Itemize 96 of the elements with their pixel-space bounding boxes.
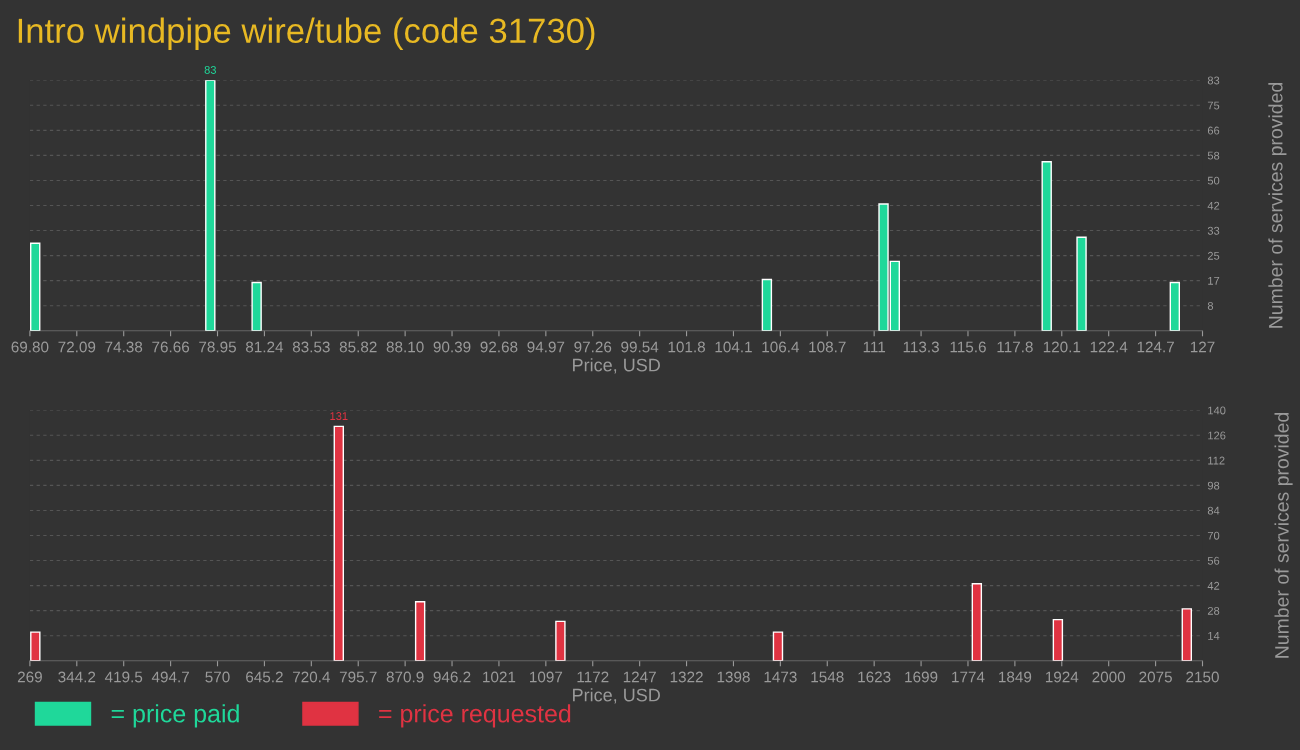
bar [761, 278, 773, 331]
y-tick-label: 25 [1207, 251, 1220, 260]
x-axis-title: Price, USD [573, 358, 660, 374]
x-tick-label: 344.2 [58, 671, 96, 683]
bar [205, 80, 216, 331]
x-tick-label: 81.24 [245, 341, 284, 353]
y-tick-label: 56 [1207, 556, 1220, 565]
x-tick-label: 94.97 [527, 341, 565, 353]
x-tick-label: 69.80 [11, 341, 49, 353]
x-tick-label: 1322 [670, 671, 703, 683]
data-label: 131 [330, 412, 348, 420]
y-tick-label: 28 [1207, 606, 1220, 615]
x-tick-label: 1247 [623, 671, 656, 683]
y-tick-label: 83 [1207, 76, 1220, 85]
y-tick-label: 98 [1207, 481, 1220, 490]
bar [1169, 281, 1181, 331]
bar [414, 601, 426, 661]
x-tick-label: 106.4 [762, 341, 800, 353]
y-axis-title: Number of services provided [1268, 83, 1287, 328]
x-tick-label: 97.26 [574, 341, 612, 353]
x-tick-label: 113.3 [903, 341, 939, 353]
x-tick-label: 1473 [764, 671, 797, 683]
x-tick-label: 76.66 [152, 341, 190, 353]
y-tick-label: 14 [1208, 632, 1220, 640]
y-tick-label: 50 [1207, 176, 1220, 185]
x-tick-label: 127 [1190, 341, 1215, 353]
legend-label: = price paid [111, 704, 239, 728]
bar [1076, 236, 1087, 331]
x-tick-label: 83.53 [292, 341, 330, 353]
x-tick-label: 99.54 [621, 341, 659, 353]
x-tick-label: 1097 [530, 671, 563, 683]
x-tick-label: 124.7 [1137, 341, 1174, 353]
y-tick-label: 58 [1207, 151, 1220, 160]
y-tick-label: 112 [1208, 456, 1225, 465]
x-tick-label: 1924 [1045, 671, 1079, 683]
x-tick-label: 1548 [811, 671, 844, 683]
chart-title: Intro windpipe wire/tube (code 31730) [18, 17, 595, 50]
x-tick-label: 90.39 [433, 341, 471, 353]
x-tick-label: 122.4 [1090, 341, 1128, 353]
x-tick-label: 115.6 [950, 341, 986, 353]
x-tick-label: 92.68 [480, 341, 518, 353]
x-tick-label: 88.10 [386, 341, 424, 353]
y-axis-title: Number of services provided [1274, 413, 1293, 658]
x-tick-label: 494.7 [151, 671, 189, 683]
x-tick-label: 1849 [999, 671, 1032, 683]
x-tick-label: 2075 [1139, 671, 1172, 683]
y-tick-label: 66 [1207, 126, 1220, 135]
x-tick-label: 120.1 [1043, 341, 1081, 353]
y-tick-label: 17 [1208, 277, 1220, 285]
x-tick-label: 111 [863, 341, 886, 353]
bar [1041, 161, 1052, 331]
x-tick-label: 570 [205, 671, 230, 683]
bar [333, 425, 345, 661]
y-tick-label: 84 [1207, 506, 1220, 515]
x-tick-label: 1699 [905, 671, 938, 683]
bar [1181, 608, 1193, 661]
bar [971, 583, 983, 661]
bar [772, 631, 784, 661]
x-tick-label: 419.5 [104, 671, 143, 683]
y-tick-label: 75 [1207, 101, 1220, 110]
x-tick-label: 870.9 [386, 671, 424, 683]
y-tick-label: 33 [1207, 226, 1220, 235]
x-tick-label: 1021 [483, 671, 516, 683]
y-tick-label: 8 [1207, 301, 1214, 310]
x-tick-label: 269 [17, 671, 42, 683]
x-tick-label: 101.8 [668, 341, 706, 353]
x-tick-label: 720.4 [292, 671, 330, 683]
x-tick-label: 85.82 [339, 341, 377, 353]
x-tick-label: 117.8 [997, 341, 1033, 353]
bar [251, 281, 262, 331]
x-tick-label: 946.2 [433, 671, 471, 683]
x-tick-label: 72.09 [58, 341, 96, 353]
y-tick-label: 42 [1207, 201, 1220, 210]
x-tick-label: 1398 [717, 671, 750, 683]
x-tick-label: 645.2 [246, 671, 283, 683]
y-tick-label: 70 [1207, 531, 1220, 540]
x-tick-label: 1623 [858, 671, 891, 683]
x-tick-label: 104.1 [715, 341, 752, 353]
x-tick-label: 2000 [1092, 671, 1126, 683]
x-tick-label: 74.38 [105, 341, 143, 353]
x-tick-label: 2150 [1186, 671, 1219, 683]
x-tick-label: 1774 [952, 671, 985, 683]
y-tick-label: 42 [1207, 581, 1220, 590]
x-tick-label: 108.7 [809, 341, 846, 353]
bar [30, 631, 41, 661]
x-tick-label: 1172 [577, 671, 609, 683]
bar [30, 242, 41, 331]
y-tick-label: 126 [1208, 431, 1226, 440]
x-axis-title: Price, USD [573, 688, 660, 704]
x-tick-label: 795.7 [339, 671, 377, 683]
legend-label: = price requested [379, 704, 571, 728]
y-tick-label: 140 [1208, 406, 1226, 415]
bar [555, 620, 566, 661]
data-label: 83 [204, 66, 216, 74]
x-tick-label: 78.95 [199, 341, 236, 353]
bar [1052, 618, 1064, 661]
